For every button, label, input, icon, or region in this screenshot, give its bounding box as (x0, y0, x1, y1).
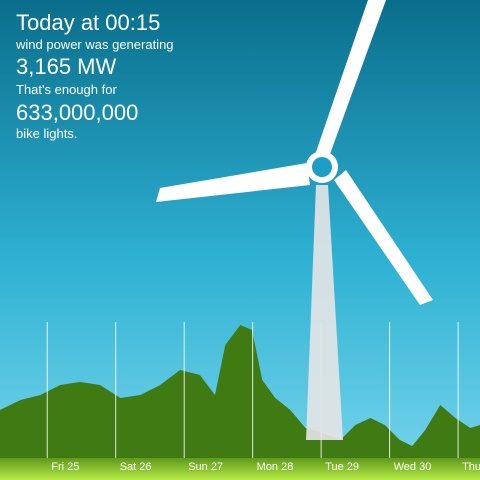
caption: That's enough for (16, 82, 117, 97)
x-tick-label: Fri 25 (51, 461, 79, 473)
caption: wind power was generating (15, 37, 174, 52)
blade (316, 0, 386, 154)
x-tick-label: Sun 27 (188, 461, 223, 473)
x-tick-label: Sat 26 (120, 461, 152, 473)
count: 633,000,000 (16, 100, 138, 125)
turbine (156, 0, 433, 440)
tower (306, 185, 343, 440)
x-tick-label: Thu (462, 461, 480, 473)
x-tick-label: Wed 30 (394, 461, 432, 473)
x-tick-label: Tue 29 (325, 461, 359, 473)
x-tick-label: Mon 28 (257, 461, 294, 473)
hub-center (312, 157, 332, 177)
area (0, 325, 480, 458)
blade (156, 163, 310, 202)
blade (334, 170, 433, 305)
ground (0, 458, 480, 480)
headline: Today at 00:15 (16, 10, 160, 35)
caption: bike lights. (16, 126, 77, 141)
power: 3,165 MW (16, 54, 116, 79)
tick-labels: Fri 25 Sat 26 Sun 27 Mon 28 Tue 29 Wed 30 Thu (51, 461, 480, 473)
